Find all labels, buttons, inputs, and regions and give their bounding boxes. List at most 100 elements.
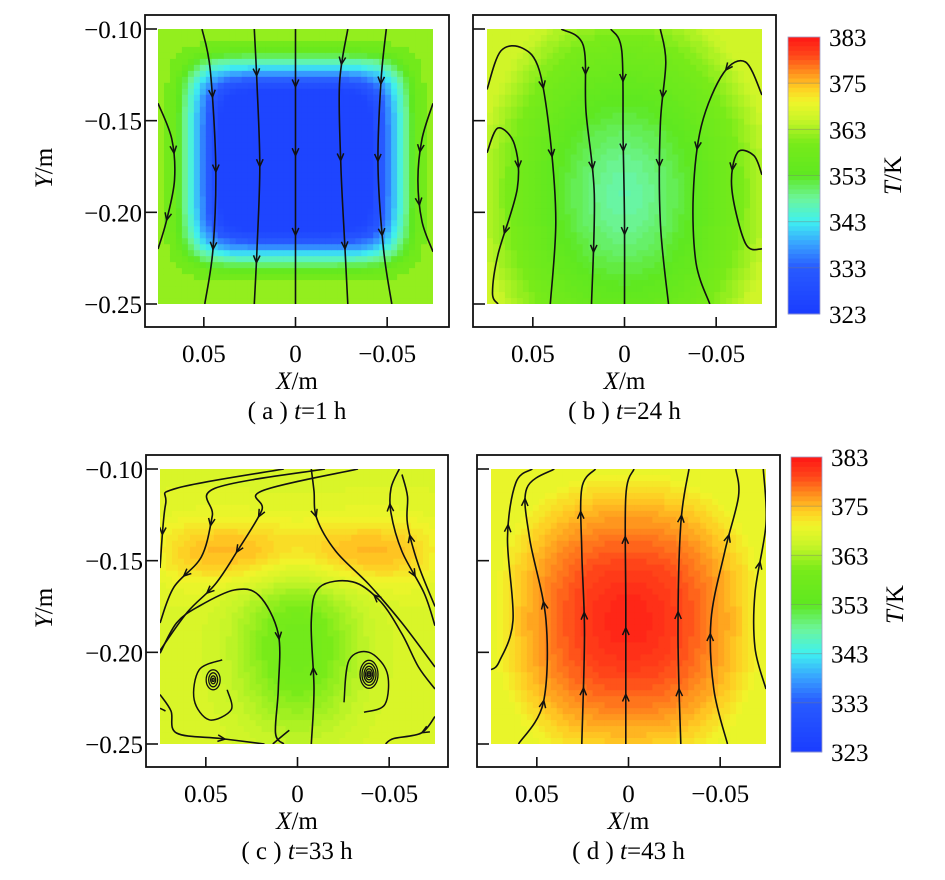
field-cell <box>582 202 590 209</box>
field-cell <box>397 238 404 245</box>
field-cell <box>199 118 207 126</box>
field-cell <box>195 516 203 524</box>
field-cell <box>313 154 321 162</box>
field-cell <box>331 166 338 174</box>
field-cell <box>319 88 326 96</box>
field-cell <box>367 34 374 42</box>
field-cell <box>522 274 530 281</box>
field-cell <box>231 588 239 596</box>
field-cell <box>636 172 644 180</box>
field-cell <box>558 292 566 299</box>
field-cell <box>684 154 691 162</box>
field-cell <box>576 178 584 186</box>
field-cell <box>313 70 321 78</box>
flow-arrow-icon <box>336 153 345 163</box>
field-cell <box>165 492 173 500</box>
field-cell <box>534 46 542 54</box>
field-cell <box>756 256 762 263</box>
field-cell <box>678 172 685 180</box>
field-cell <box>325 106 332 114</box>
field-cell <box>630 178 638 186</box>
field-cell <box>576 100 584 108</box>
field-cell <box>283 118 291 126</box>
field-cell <box>231 522 239 530</box>
field-cell <box>379 280 386 287</box>
field-cell <box>552 118 560 126</box>
field-cell <box>349 214 356 221</box>
field-cell <box>678 52 685 60</box>
field-cell <box>355 106 362 114</box>
field-cell <box>343 184 350 192</box>
field-cell <box>684 286 691 293</box>
field-cell <box>169 274 177 281</box>
field-cell <box>265 292 273 299</box>
field-cell <box>726 226 733 233</box>
field-cell <box>163 58 171 66</box>
field-cell <box>187 82 195 90</box>
field-cell <box>487 52 494 60</box>
field-cell <box>618 154 626 162</box>
field-cell <box>582 250 590 257</box>
field-cell <box>588 220 596 227</box>
flow-arrow-icon <box>619 143 628 153</box>
field-cell <box>160 624 167 632</box>
field-cell <box>160 558 167 566</box>
field-cell <box>588 46 596 54</box>
field-cell <box>193 40 201 48</box>
field-cell <box>313 58 321 66</box>
field-cell <box>195 570 203 578</box>
field-cell <box>504 40 512 48</box>
field-cell <box>229 52 237 60</box>
field-cell <box>487 58 494 66</box>
field-cell <box>552 142 560 150</box>
field-cell <box>636 274 644 281</box>
field-cell <box>247 286 255 293</box>
field-cell <box>163 226 171 233</box>
field-cell <box>183 666 191 673</box>
field-cell <box>726 130 733 138</box>
field-cell <box>241 244 249 251</box>
field-cell <box>225 582 233 590</box>
field-cell <box>181 40 189 48</box>
field-cell <box>708 52 715 60</box>
field-cell <box>217 232 225 239</box>
field-cell <box>403 52 410 60</box>
field-cell <box>217 274 225 281</box>
field-cell <box>189 600 197 608</box>
field-cell <box>528 166 536 174</box>
field-cell <box>319 136 326 144</box>
field-cell <box>247 262 255 269</box>
field-cell <box>183 576 191 584</box>
field-cell <box>205 226 213 233</box>
field-cell <box>205 292 213 299</box>
field-cell <box>409 268 416 275</box>
field-cell <box>492 166 500 174</box>
field-cell <box>690 154 697 162</box>
field-cell <box>219 696 227 703</box>
field-cell <box>283 130 291 138</box>
field-cell <box>337 34 344 42</box>
field-cell <box>193 250 201 257</box>
field-cell <box>355 196 362 203</box>
field-cell <box>714 214 721 221</box>
field-cell <box>660 100 667 108</box>
field-cell <box>295 196 303 203</box>
field-cell <box>750 166 757 174</box>
field-cell <box>750 76 757 84</box>
field-cell <box>337 100 344 108</box>
field-cell <box>295 130 303 138</box>
field-cell <box>237 690 245 697</box>
field-cell <box>171 516 179 524</box>
field-cell <box>337 52 344 60</box>
field-cell <box>177 576 185 584</box>
field-cell <box>247 52 255 60</box>
field-cell <box>211 76 219 84</box>
field-cell <box>552 160 560 168</box>
field-cell <box>295 100 303 108</box>
field-cell <box>385 154 392 162</box>
field-cell <box>546 268 554 275</box>
field-cell <box>223 46 231 54</box>
field-cell <box>223 262 231 269</box>
field-cell <box>510 202 518 209</box>
field-cell <box>189 660 197 667</box>
